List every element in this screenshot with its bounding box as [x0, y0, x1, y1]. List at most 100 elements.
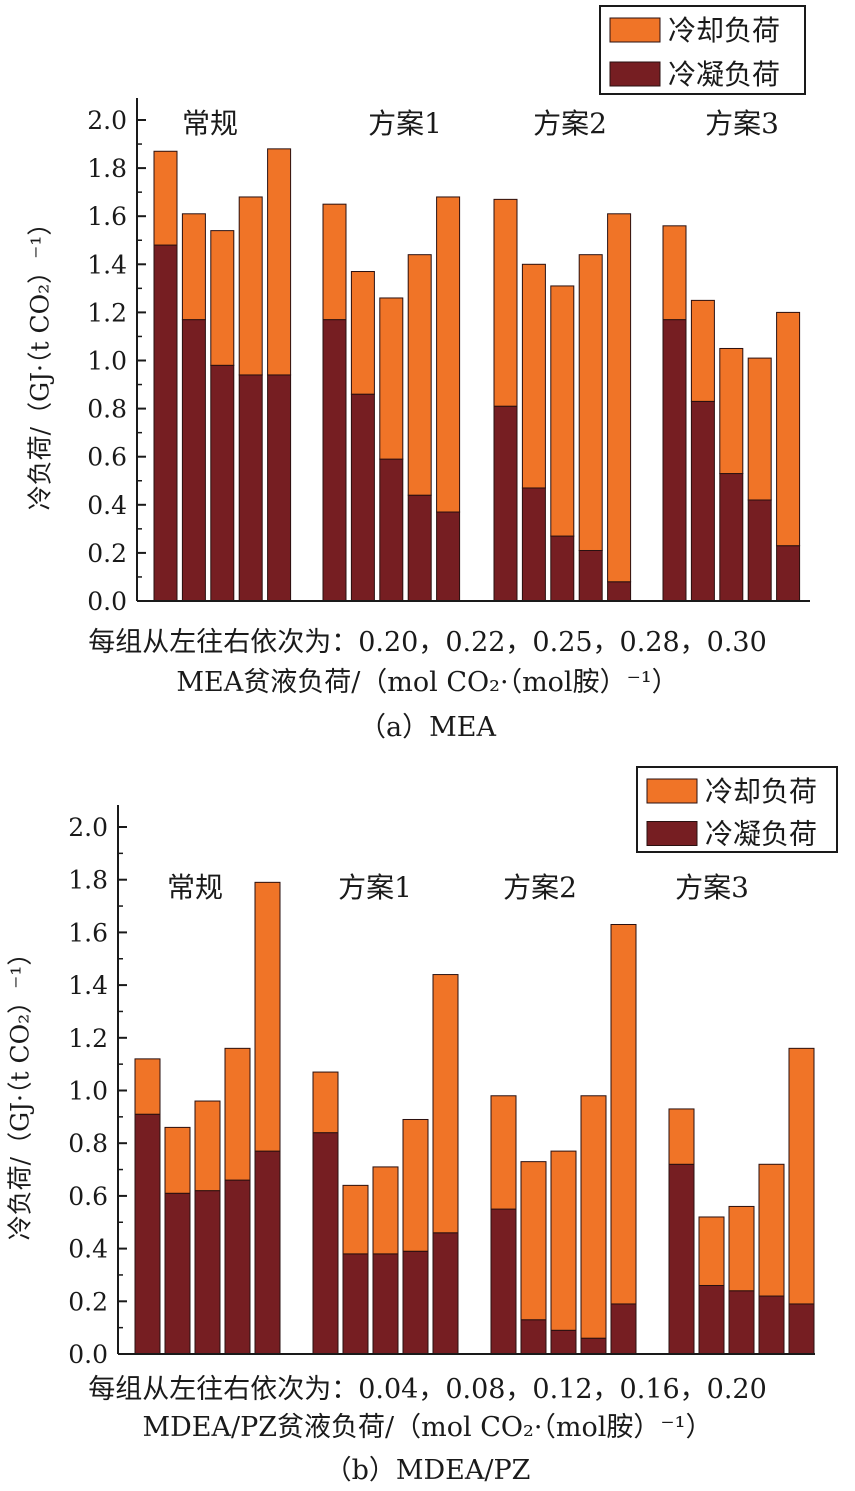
y-tick-label: 0.4	[87, 491, 127, 520]
y-tick-label: 1.6	[68, 918, 108, 947]
group-label: 方案2	[503, 871, 577, 904]
group-label: 方案1	[338, 871, 412, 904]
bar-cooling	[758, 1163, 785, 1297]
y-tick-label: 1.8	[87, 154, 127, 183]
bar-condensing	[550, 1329, 577, 1355]
y-tick-label: 1.2	[87, 298, 127, 327]
bar-condensing	[134, 1113, 161, 1355]
bar-cooling	[607, 213, 632, 583]
legend-swatch	[646, 778, 698, 804]
group-label: 方案1	[368, 107, 442, 140]
bar-condensing	[668, 1163, 695, 1355]
y-tick-label: 2.0	[87, 106, 127, 135]
bar-cooling	[350, 271, 375, 395]
group-label: 方案2	[533, 107, 607, 140]
legend-label: 冷凝负荷	[705, 818, 817, 851]
y-tick-label: 1.0	[87, 347, 127, 376]
group-label: 方案3	[675, 871, 749, 904]
caption-a: （a）MEA	[359, 712, 496, 743]
bar-condensing	[490, 1208, 517, 1355]
bar-condensing	[520, 1319, 547, 1355]
bar-cooling	[254, 881, 281, 1152]
bar-condensing	[521, 487, 546, 602]
bar-cooling	[788, 1047, 815, 1305]
bar-cooling	[578, 254, 603, 551]
bar-condensing	[153, 244, 178, 602]
bar-cooling	[690, 299, 715, 402]
bar-condensing	[238, 374, 263, 602]
bar-cooling	[194, 1100, 221, 1192]
bar-condensing	[164, 1192, 191, 1355]
bar-condensing	[432, 1232, 459, 1355]
bar-cooling	[432, 974, 459, 1234]
y-tick-label: 0.2	[68, 1287, 108, 1316]
bar-condensing	[662, 319, 687, 602]
bar-cooling	[312, 1071, 339, 1134]
bar-cooling	[407, 254, 432, 496]
bar-cooling	[521, 263, 546, 489]
chart-panel-b: 常规 方案1 方案2 方案3 0.0 0.2 0.4 0.6 0.8 1.0 1.2 1.4 1.6 1.…	[6, 766, 838, 1369]
bar-condensing	[379, 458, 404, 602]
bar-condensing	[788, 1303, 815, 1355]
bar-cooling	[776, 311, 801, 547]
bar-cooling	[747, 357, 772, 501]
bar-cooling	[580, 1095, 607, 1339]
bar-condensing	[224, 1179, 251, 1355]
bar-cooling	[662, 225, 687, 321]
legend-label: 冷却负荷	[668, 14, 780, 47]
group-label: 常规	[167, 871, 223, 904]
bar-condensing	[407, 494, 432, 602]
y-tick-label: 0.6	[87, 443, 127, 472]
x-note-b: 每组从左往右依次为：0.04，0.08，0.12，0.16，0.20	[88, 1374, 767, 1405]
legend-label: 冷凝负荷	[668, 58, 780, 91]
y-tick-label: 1.4	[87, 250, 127, 279]
bar-condensing	[690, 400, 715, 602]
y-tick-label: 1.8	[68, 866, 108, 895]
x-axis-label-b: MDEA/PZ贫液负荷/（mol CO₂·（mol胺）⁻¹）	[142, 1412, 713, 1443]
y-tick-label: 0.8	[68, 1129, 108, 1158]
bar-condensing	[758, 1295, 785, 1355]
bar-condensing	[436, 511, 461, 602]
bar-cooling	[490, 1095, 517, 1210]
y-tick-label: 1.0	[68, 1077, 108, 1106]
bar-condensing	[580, 1337, 607, 1355]
caption-b: （b）MDEA/PZ	[324, 1455, 531, 1486]
bar-cooling	[698, 1216, 725, 1286]
y-tick-label: 2.0	[68, 813, 108, 842]
bar-condensing	[607, 581, 632, 602]
bar-cooling	[342, 1184, 369, 1255]
bar-cooling	[550, 285, 575, 537]
bar-cooling	[372, 1166, 399, 1255]
y-tick-label: 0.2	[87, 539, 127, 568]
y-tick-label: 0.0	[68, 1340, 108, 1369]
bar-condensing	[728, 1290, 755, 1355]
bar-cooling	[402, 1118, 429, 1252]
bar-cooling	[267, 148, 292, 376]
bar-condensing	[578, 549, 603, 602]
y-tick-label: 0.4	[68, 1235, 108, 1264]
y-tick-label: 0.8	[87, 395, 127, 424]
bar-cooling	[520, 1161, 547, 1321]
y-tick-label: 0.0	[87, 587, 127, 616]
legend-label: 冷却负荷	[705, 775, 817, 808]
x-axis-label-a: MEA贫液负荷/（mol CO₂·（mol胺）⁻¹）	[176, 667, 679, 698]
bar-condensing	[322, 319, 347, 602]
bar-condensing	[698, 1284, 725, 1355]
y-tick-label: 0.6	[68, 1182, 108, 1211]
bar-condensing	[194, 1190, 221, 1355]
bar-cooling	[436, 196, 461, 513]
bar-condensing	[493, 405, 518, 602]
bar-condensing	[372, 1253, 399, 1355]
legend-swatch	[609, 61, 661, 87]
bar-condensing	[550, 535, 575, 602]
chart-panel-a: 常规 方案1 方案2 方案3 0.0 0.2 0.4 0.6 0.8 1.0 1.2 1.4 1.6 1.…	[26, 5, 810, 616]
y-tick-label: 1.4	[68, 971, 108, 1000]
y-axis-label: 冷负荷/（GJ·（t CO₂）⁻¹）	[26, 211, 55, 511]
y-axis-label: 冷负荷/（GJ·（t CO₂）⁻¹）	[6, 941, 35, 1241]
bar-cooling	[210, 230, 235, 366]
x-note-a: 每组从左往右依次为：0.20，0.22，0.25，0.28，0.30	[88, 627, 767, 658]
bar-condensing	[312, 1132, 339, 1355]
bar-condensing	[267, 374, 292, 602]
